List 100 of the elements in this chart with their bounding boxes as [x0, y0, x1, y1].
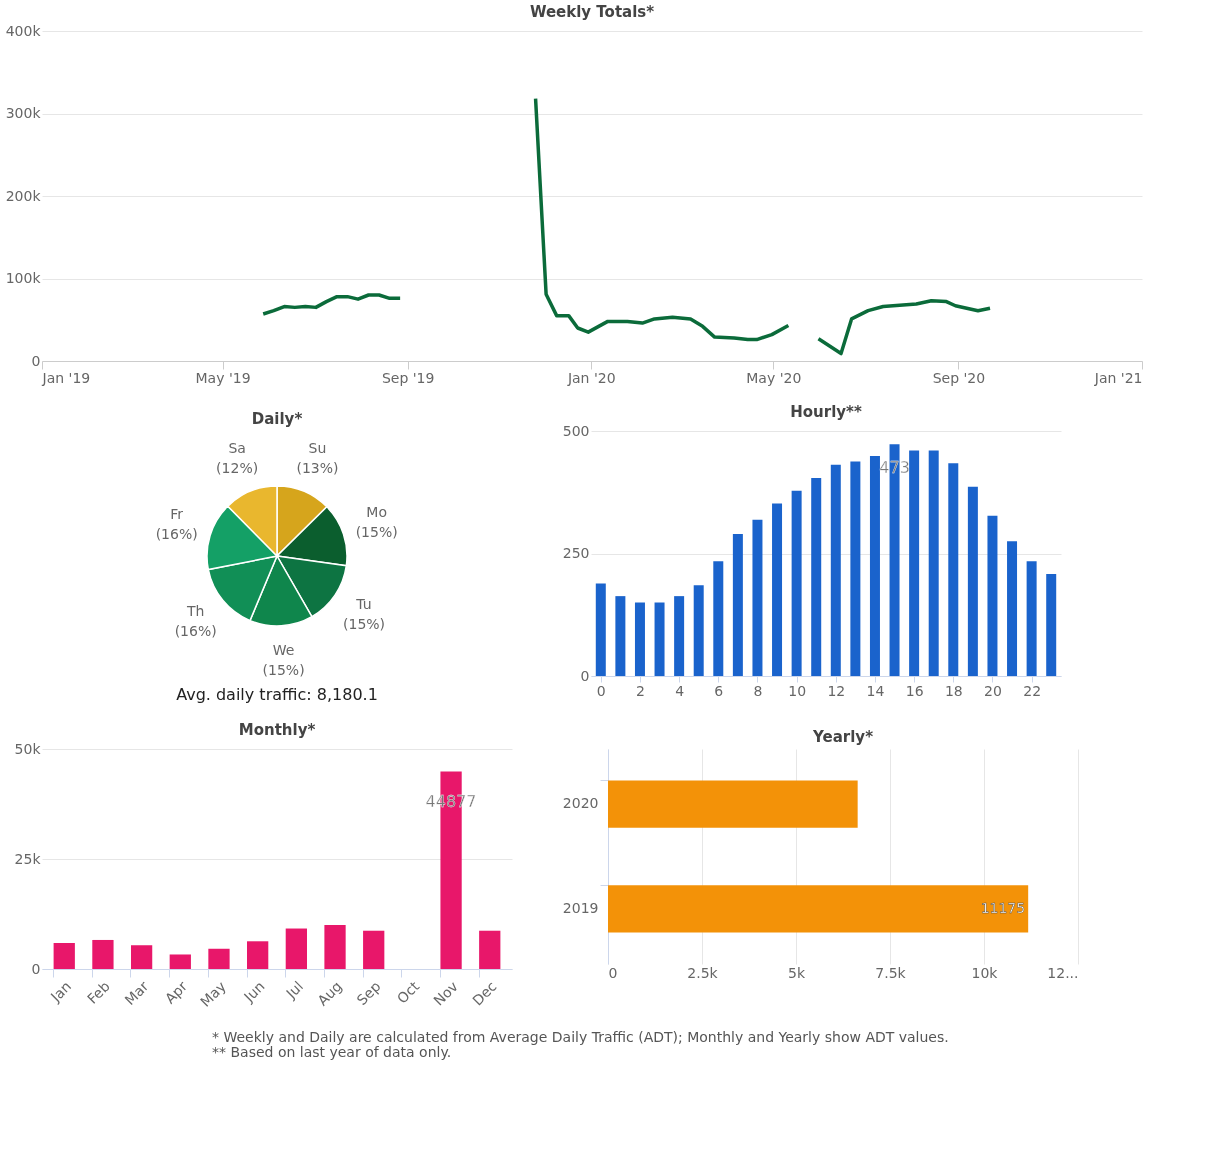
bar	[967, 486, 978, 676]
y-tick-label: 250	[562, 545, 590, 561]
x-tick-label: Mar	[121, 977, 152, 1009]
data-label: (15%)	[343, 615, 386, 632]
slice-label: We	[272, 641, 295, 658]
x-tick-label: 0	[608, 964, 618, 981]
x-tick-label: 14	[866, 682, 885, 699]
bar	[595, 583, 606, 676]
bar	[713, 561, 724, 676]
chart-title: Monthly*	[238, 721, 316, 739]
bar	[811, 478, 822, 676]
bar	[1007, 541, 1018, 676]
bar	[752, 519, 763, 676]
x-tick-label: 2.5k	[687, 964, 719, 981]
data-label: (16%)	[155, 526, 198, 543]
x-tick-label: 10k	[971, 964, 999, 981]
bar	[363, 930, 385, 969]
y-tick-label: 400k	[5, 22, 42, 39]
x-tick-label: Apr	[161, 977, 191, 1007]
bar	[130, 945, 153, 969]
x-tick-label: 22	[1023, 682, 1042, 699]
bar	[1046, 574, 1057, 676]
bar	[247, 941, 269, 969]
x-tick-label: Jan '20	[566, 369, 616, 386]
bar	[208, 948, 230, 969]
bar	[615, 596, 626, 676]
bar	[1026, 561, 1037, 676]
y-tick-label: 300k	[5, 105, 42, 121]
x-tick-label: 18	[944, 682, 963, 699]
x-tick-label: Sep '20	[932, 369, 986, 386]
bar	[869, 455, 880, 676]
bar	[92, 939, 114, 969]
x-tick-label: 5k	[787, 964, 806, 981]
bar	[830, 464, 841, 676]
x-tick-label: Sep	[353, 978, 384, 1009]
x-tick-label: 12...	[1047, 964, 1079, 981]
data-label: (12%)	[216, 459, 259, 476]
slice-label: Su	[308, 440, 327, 457]
bar	[948, 463, 959, 676]
x-tick-label: May '19	[195, 369, 251, 386]
x-tick-label: 6	[714, 682, 724, 699]
y-tick-label: 0	[31, 352, 41, 369]
data-label: (15%)	[355, 523, 398, 540]
bar	[479, 930, 501, 969]
y-tick-label: 50k	[14, 740, 42, 757]
slice-label: Fr	[170, 506, 184, 523]
x-tick-label: Jan	[46, 978, 75, 1006]
y-tick-label: 0	[580, 667, 590, 684]
bar	[654, 602, 665, 676]
bar	[909, 450, 920, 676]
bar	[772, 503, 783, 676]
x-tick-label: Feb	[83, 978, 113, 1007]
y-tick-label: 2019	[562, 899, 599, 916]
y-tick-label: 500	[562, 422, 590, 439]
x-tick-label: Jan '21	[1093, 369, 1143, 386]
data-label: 11175	[980, 899, 1026, 916]
chart-title: Hourly**	[790, 403, 862, 421]
text: * Weekly and Daily are calculated from Average Daily Traffic (ADT); Monthly and Yearly show ADT values.	[212, 1028, 949, 1045]
bar	[285, 928, 307, 969]
x-tick-label: 8	[753, 682, 763, 699]
x-tick-label: 12	[827, 682, 846, 699]
bar	[674, 596, 685, 676]
bar	[987, 515, 998, 676]
x-tick-label: Jun	[240, 978, 268, 1006]
data-label: (13%)	[296, 460, 339, 477]
chart-title: Weekly Totals*	[529, 3, 655, 21]
y-tick-label: 100k	[5, 270, 42, 286]
bar	[850, 461, 861, 676]
x-tick-label: 16	[905, 682, 924, 699]
x-tick-label: 4	[675, 682, 685, 699]
x-tick-label: May '20	[746, 369, 802, 386]
bar	[693, 585, 704, 676]
x-tick-label: Sep '19	[381, 369, 435, 386]
x-tick-label: Dec	[469, 978, 500, 1009]
bar	[324, 925, 346, 969]
x-tick-label: 10	[788, 682, 807, 699]
chart-title: Daily*	[251, 410, 303, 428]
y-tick-label: 200k	[5, 187, 42, 204]
bar	[791, 490, 802, 676]
bar	[732, 533, 743, 676]
x-tick-label: Oct	[393, 977, 423, 1007]
slice-label: Sa	[228, 439, 246, 456]
bar	[169, 954, 191, 969]
slice-label: Tu	[355, 595, 372, 612]
bar	[928, 450, 939, 676]
bar	[634, 602, 645, 676]
y-tick-label: 25k	[14, 850, 42, 867]
text: Avg. daily traffic: 8,180.1	[176, 685, 378, 704]
data-label: (15%)	[262, 661, 305, 678]
data-label: (16%)	[174, 623, 217, 640]
chart-title: Yearly*	[812, 728, 874, 746]
x-tick-label: 2	[636, 682, 645, 699]
bar	[53, 943, 75, 969]
x-tick-label: Jan '19	[41, 369, 91, 386]
slice-label: Mo	[366, 503, 387, 520]
x-tick-label: Jul	[282, 978, 307, 1003]
y-tick-label: 2020	[562, 795, 599, 812]
x-tick-label: 7.5k	[875, 964, 907, 981]
slice-label: Th	[185, 603, 205, 620]
x-tick-label: 20	[984, 682, 1002, 699]
